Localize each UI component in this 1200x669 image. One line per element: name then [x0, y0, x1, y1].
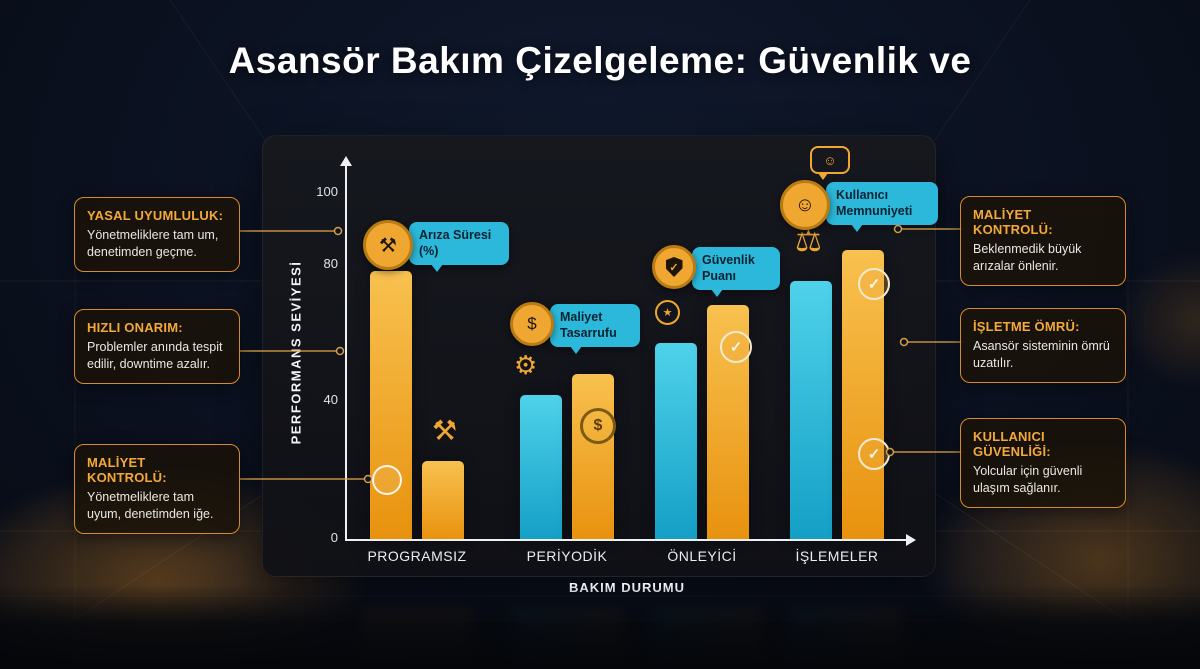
info-title: MALİYET KONTROLÜ:	[973, 207, 1053, 237]
info-panel-kullanici-guvenligi: KULLANICI GÜVENLİĞİ: Yolcular için güven…	[960, 418, 1126, 508]
info-title: MALİYET KONTROLÜ:	[87, 455, 167, 485]
callout-guvenlik-puani: Güvenlik Puanı	[652, 245, 780, 298]
x-axis	[345, 539, 908, 541]
info-title: KULLANICI GÜVENLİĞİ:	[973, 429, 1051, 459]
callout-label: Maliyet Tasarrufu	[550, 304, 640, 355]
bar-PROGRAMSIZ-series_2	[422, 461, 464, 540]
category-label: İŞLEMELER	[795, 548, 879, 564]
check-icon	[720, 331, 752, 363]
category-label: ÖNLEYİCİ	[667, 548, 737, 564]
y-tick-100: 100	[316, 184, 338, 199]
shield-icon	[652, 245, 696, 289]
coin-icon	[510, 302, 554, 346]
info-title: İŞLETME ÖMRÜ:	[973, 319, 1080, 334]
chat-bubble-icon	[810, 146, 850, 180]
gear-icon	[514, 350, 537, 381]
bar-PERİYODİK-series_2	[572, 374, 614, 540]
check-icon	[858, 268, 890, 300]
callout-label: Güvenlik Puanı	[692, 247, 780, 298]
callout-maliyet-tasarrufu: Maliyet Tasarrufu	[510, 302, 640, 355]
callout-kullanici-memnuniyeti: Kullanıcı Memnuniyeti	[780, 180, 938, 233]
medal-icon	[655, 300, 680, 325]
info-panel-hizli-onarim: HIZLI ONARIM: Problemler anında tespit e…	[74, 309, 240, 384]
y-tick-40: 40	[323, 392, 338, 407]
info-body: Beklenmedik büyük arızalar önlenir.	[973, 242, 1082, 273]
bar-PROGRAMSIZ-series_1	[370, 271, 412, 540]
category-label: PROGRAMSIZ	[367, 548, 467, 564]
bar-PERİYODİK-series_1	[520, 395, 562, 540]
callout-ariza-suresi: Arıza Süresi (%)	[363, 220, 509, 273]
callout-label: Kullanıcı Memnuniyeti	[826, 182, 938, 233]
category-label: PERİYODİK	[526, 548, 608, 564]
tools-icon	[363, 220, 413, 270]
y-tick-0: 0	[330, 530, 338, 545]
bar-ÖNLEYİCİ-series_1	[655, 343, 697, 540]
circle-icon	[372, 465, 402, 495]
x-axis-arrow-icon	[906, 534, 916, 546]
info-panel-yasal-uyumluluk: YASAL UYUMLULUK: Yönetmeliklere tam um, …	[74, 197, 240, 272]
smiley-icon	[780, 180, 830, 230]
info-body: Problemler anında tespit edilir, downtim…	[87, 340, 223, 371]
info-body: Yönetmeliklere tam uyum, denetimden iğe.	[87, 490, 214, 521]
coin-icon	[580, 408, 616, 444]
tools-icon	[432, 414, 457, 447]
info-panel-maliyet-kontrolu-left: MALİYET KONTROLÜ: Yönetmeliklere tam uyu…	[74, 444, 240, 534]
info-panel-maliyet-kontrolu-right: MALİYET KONTROLÜ: Beklenmedik büyük arız…	[960, 196, 1126, 286]
bottom-fade	[0, 585, 1200, 669]
info-body: Yönetmeliklere tam um, denetimden geçme.	[87, 228, 219, 259]
y-tick-80: 80	[323, 256, 338, 271]
y-axis-arrow-icon	[340, 156, 352, 166]
y-axis	[345, 166, 347, 540]
check-icon	[858, 438, 890, 470]
page-title: Asansör Bakım Çizelgeleme: Güvenlik ve	[228, 40, 972, 81]
callout-label: Arıza Süresi (%)	[409, 222, 509, 273]
y-axis-label: PERFORMANS SEVİYESİ	[288, 260, 304, 445]
bar-İŞLEMELER-series_1	[790, 281, 832, 540]
info-body: Asansör sisteminin ömrü uzatılır.	[973, 339, 1110, 370]
info-title: HIZLI ONARIM:	[87, 320, 183, 335]
info-body: Yolcular için güvenli ulaşım sağlanır.	[973, 464, 1083, 495]
info-panel-isletme-omru: İŞLETME ÖMRÜ: Asansör sisteminin ömrü uz…	[960, 308, 1126, 383]
info-title: YASAL UYUMLULUK:	[87, 208, 224, 223]
